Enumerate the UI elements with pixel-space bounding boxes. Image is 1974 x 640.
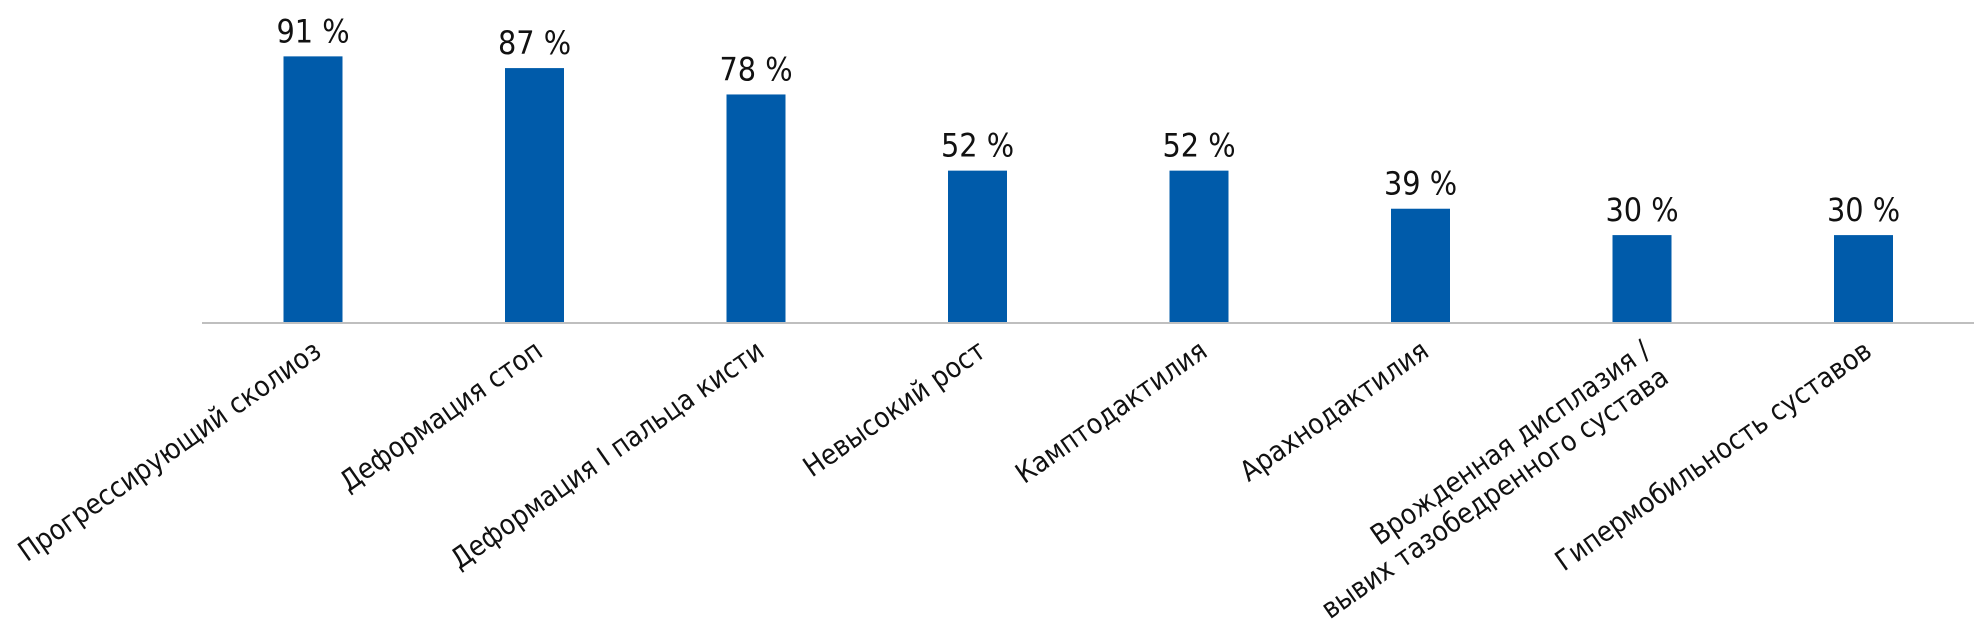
category-label-line: Камптодактилия — [1009, 334, 1213, 490]
value-label-7: 30 % — [1605, 191, 1678, 229]
category-label-line: Невысокий рост — [797, 334, 991, 484]
value-label-6: 39 % — [1384, 165, 1457, 203]
value-label-4: 52 % — [941, 127, 1014, 165]
bar-5 — [1169, 170, 1229, 323]
category-label-4: Невысокий рост — [797, 334, 991, 484]
category-label-2: Деформация стоп — [333, 334, 548, 498]
value-label-3: 78 % — [719, 50, 792, 88]
value-labels-layer: 91 % 87 % 78 % 52 % 52 % 39 % 30 % 30 % — [276, 12, 1900, 229]
bar-4 — [948, 170, 1007, 323]
value-label-5: 52 % — [1162, 127, 1235, 165]
bars-layer — [283, 56, 1893, 324]
category-label-line: Арахнодактилия — [1234, 334, 1435, 488]
category-label-5: Камптодактилия — [1009, 334, 1213, 490]
category-label-line: Прогрессирующий сколиоз — [12, 334, 327, 568]
bar-7 — [1612, 235, 1672, 323]
bar-6 — [1391, 208, 1450, 323]
value-label-1: 91 % — [276, 12, 349, 50]
value-label-2: 87 % — [498, 24, 571, 62]
category-label-1: Прогрессирующий сколиоз — [12, 334, 327, 568]
value-label-8: 30 % — [1827, 191, 1900, 229]
bar-2 — [505, 68, 564, 323]
category-labels-layer: Прогрессирующий сколиоз Деформация стопДе… — [12, 333, 1878, 625]
bar-1 — [283, 56, 343, 324]
bar-8 — [1834, 235, 1893, 323]
bar-3 — [726, 94, 786, 324]
category-label-line: Деформация стоп — [333, 334, 548, 498]
category-label-6: Арахнодактилия — [1234, 334, 1435, 488]
